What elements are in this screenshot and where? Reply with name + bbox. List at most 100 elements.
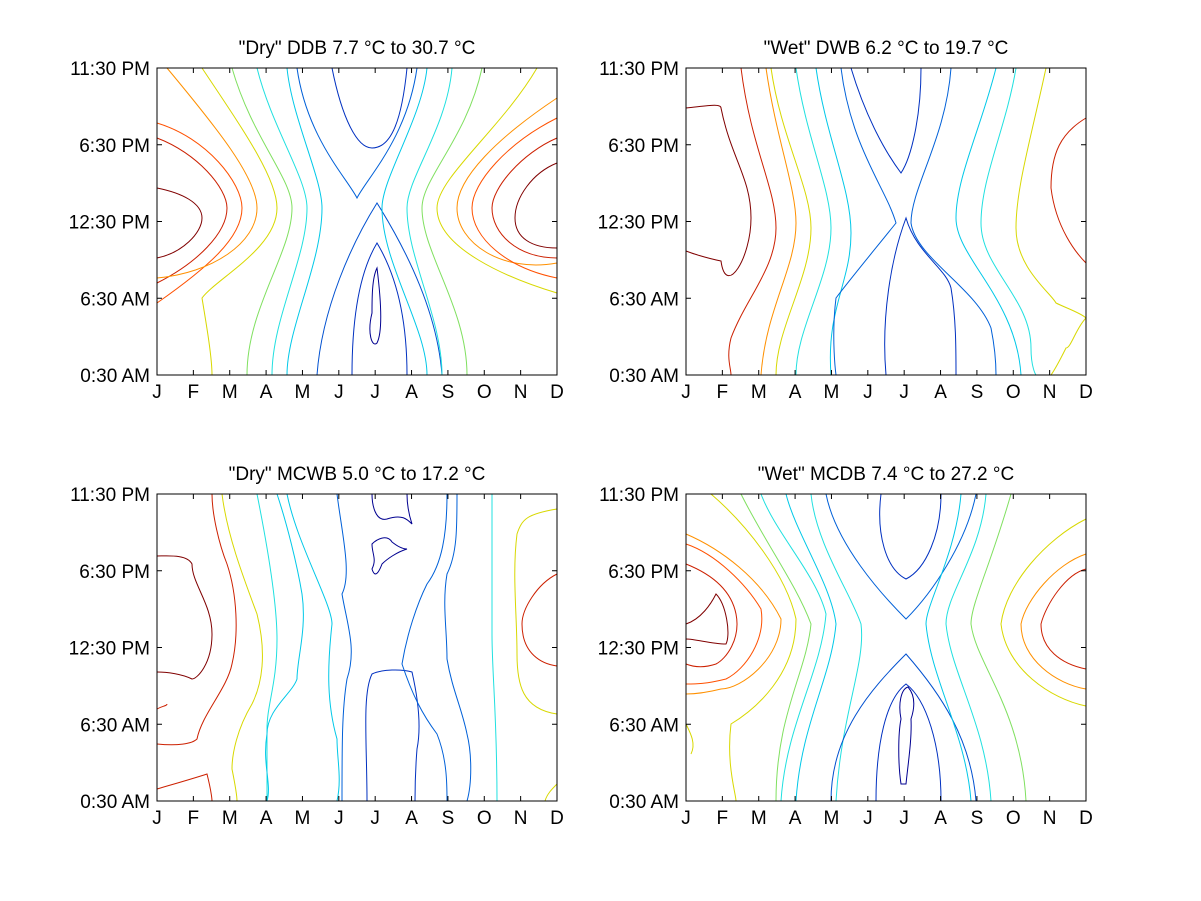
x-tick-label: J: [681, 382, 691, 403]
subplot-dry-mcwb: "Dry" MCWB 5.0 °C to 17.2 °C J F M A M J J A S O N…: [69, 464, 564, 829]
contour-line: [286, 67, 323, 376]
contour-line: [371, 493, 413, 525]
contour-line: [436, 67, 558, 294]
contour-line: [316, 202, 443, 376]
x-tick-label: J: [863, 808, 873, 829]
x-tick-label: N: [514, 382, 528, 403]
contour-line: [491, 137, 558, 259]
contour-line: [421, 67, 483, 376]
contour-line: [833, 67, 897, 376]
contour-line: [256, 67, 308, 376]
contour-line: [156, 187, 203, 259]
subplot-dry-ddb: "Dry" DDB 7.7 °C to 30.7 °C J F M A M: [69, 38, 564, 403]
contour-line: [1040, 568, 1087, 670]
x-tick-label: S: [442, 382, 455, 403]
y-tick-label: 0:30 AM: [80, 366, 150, 387]
x-tick-label: N: [1043, 382, 1057, 403]
contour-line: [156, 703, 168, 710]
x-tick-label: A: [789, 382, 802, 403]
x-tick-label: D: [550, 382, 564, 403]
x-tick-label: J: [899, 382, 909, 403]
contour-line: [685, 104, 752, 277]
y-tick-label: 0:30 AM: [80, 792, 150, 813]
contour-line: [875, 683, 942, 802]
x-tick-label: J: [681, 808, 691, 829]
y-tick-label: 12:30 PM: [69, 213, 150, 234]
contour-line: [514, 162, 558, 249]
contour-lines: [685, 67, 1087, 376]
x-tick-label: A: [260, 808, 273, 829]
contour-line: [336, 493, 352, 802]
y-tick-label: 0:30 AM: [609, 792, 679, 813]
y-tick-label: 11:30 PM: [599, 485, 679, 506]
y-tick-label: 6:30 AM: [609, 289, 679, 310]
contour-line: [381, 67, 428, 376]
contour-line: [521, 573, 558, 667]
x-tick-label: S: [971, 808, 984, 829]
subplot-title: "Dry" DDB 7.7 °C to 30.7 °C: [239, 38, 476, 59]
x-tick-label: F: [188, 808, 200, 829]
contour-line: [925, 493, 972, 802]
x-tick-label: A: [934, 808, 947, 829]
contour-lines: [685, 493, 1087, 802]
x-tick-label: J: [370, 382, 380, 403]
contour-line: [265, 493, 304, 802]
contour-line: [685, 563, 738, 668]
contour-line: [351, 242, 408, 376]
x-tick-label: J: [152, 382, 162, 403]
contour-line: [685, 723, 694, 755]
x-tick-label: J: [152, 808, 162, 829]
contour-line: [740, 493, 812, 802]
subplot-wet-mcdb: "Wet" MCDB 7.4 °C to 27.2 °C J F M A: [598, 464, 1093, 829]
contour-line: [369, 266, 382, 345]
y-tick-label: 6:30 PM: [608, 136, 679, 157]
x-tick-label: M: [751, 808, 767, 829]
x-tick-label: N: [514, 808, 528, 829]
x-tick-label: S: [442, 808, 455, 829]
y-tick-label: 6:30 AM: [80, 715, 150, 736]
y-tick-label: 12:30 PM: [69, 639, 150, 660]
subplot-wet-dwb: "Wet" DWB 6.2 °C to 19.7 °C J F M A M J J A S O N D…: [598, 38, 1093, 403]
x-tick-label: J: [334, 382, 344, 403]
contour-line: [156, 493, 237, 746]
x-tick-label: D: [1079, 808, 1093, 829]
x-tick-label: A: [260, 382, 273, 403]
x-tick-label: O: [1006, 808, 1021, 829]
contour-lines: [156, 67, 558, 376]
x-tick-label: M: [824, 382, 840, 403]
contour-line: [884, 216, 957, 376]
contour-line: [406, 67, 453, 376]
contour-line: [444, 493, 472, 802]
contour-line: [760, 493, 827, 802]
contour-line: [685, 593, 729, 645]
contour-line: [156, 555, 213, 680]
y-tick-label: 0:30 AM: [609, 366, 679, 387]
contour-line: [879, 493, 942, 580]
contour-line: [471, 117, 558, 279]
contour-line: [945, 493, 992, 802]
contour-line: [795, 67, 832, 376]
contour-line: [286, 493, 340, 802]
contour-line: [770, 67, 812, 376]
x-tick-label: M: [751, 382, 767, 403]
contour-lines: [156, 493, 558, 802]
x-tick-label: D: [550, 808, 564, 829]
x-tick-label: D: [1079, 382, 1093, 403]
contour-line: [810, 493, 863, 802]
x-tick-label: N: [1043, 808, 1057, 829]
y-tick-label: 11:30 PM: [599, 59, 679, 80]
y-tick-label: 6:30 AM: [609, 715, 679, 736]
contour-line: [825, 493, 977, 620]
y-tick-label: 11:30 PM: [70, 485, 150, 506]
contour-line: [156, 773, 213, 802]
subplot-title: "Wet" DWB 6.2 °C to 19.7 °C: [764, 38, 1009, 59]
contour-line: [401, 493, 448, 802]
contour-line: [830, 653, 977, 802]
x-tick-label: M: [824, 808, 840, 829]
contour-line: [491, 494, 498, 802]
x-tick-label: J: [370, 808, 380, 829]
contour-line: [760, 67, 797, 376]
y-tick-label: 12:30 PM: [598, 639, 679, 660]
contour-line: [231, 67, 293, 376]
